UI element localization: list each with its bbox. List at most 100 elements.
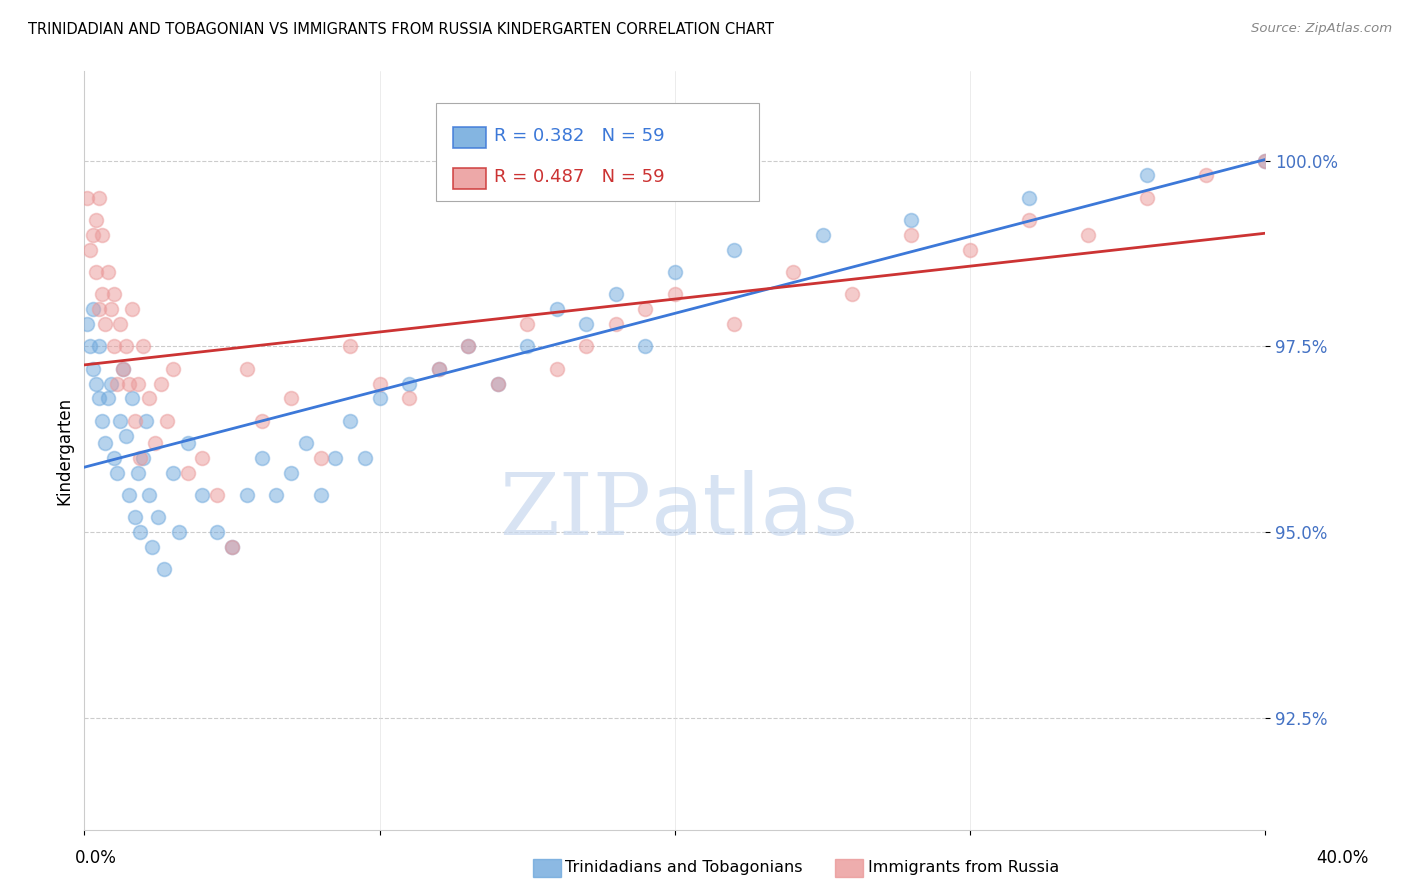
Point (398, 392, 420, 406)
Point (76, 191, 98, 205)
Point (105, 376, 128, 391)
Point (339, 414, 361, 428)
Point (114, 428, 136, 442)
Point (250, 450, 273, 465)
Point (959, 243, 981, 257)
Point (398, 376, 420, 391)
Point (1195, 169, 1218, 183)
Text: Immigrants from Russia: Immigrants from Russia (868, 861, 1059, 875)
Point (118, 488, 141, 502)
Point (100, 302, 122, 317)
Point (575, 339, 598, 353)
Point (309, 488, 332, 502)
Point (354, 450, 377, 465)
Point (280, 466, 302, 480)
Point (94, 436, 117, 450)
Point (664, 287, 686, 301)
Point (84, 265, 107, 279)
Point (1136, 191, 1159, 205)
Point (236, 488, 259, 502)
Point (103, 339, 125, 353)
Point (87, 191, 111, 205)
Point (114, 339, 136, 353)
Point (79, 243, 101, 257)
Point (900, 227, 922, 242)
Point (427, 361, 450, 376)
Point (156, 414, 179, 428)
Point (368, 392, 391, 406)
Point (148, 510, 170, 524)
Point (105, 466, 128, 480)
Point (97, 265, 120, 279)
Point (111, 361, 134, 376)
Point (841, 287, 863, 301)
Point (129, 525, 152, 540)
Point (127, 376, 149, 391)
Point (103, 287, 125, 301)
Point (177, 466, 200, 480)
Point (124, 510, 146, 524)
Point (486, 376, 509, 391)
Point (82, 361, 104, 376)
Point (457, 339, 479, 353)
Y-axis label: Kindergarten: Kindergarten (55, 396, 73, 505)
Point (221, 540, 243, 554)
Point (427, 361, 450, 376)
Point (103, 450, 125, 465)
Point (207, 488, 229, 502)
Point (153, 562, 176, 576)
Point (575, 317, 598, 331)
Point (236, 361, 259, 376)
Point (634, 339, 657, 353)
Point (900, 213, 922, 227)
Text: R = 0.487   N = 59: R = 0.487 N = 59 (494, 168, 664, 186)
Point (486, 376, 509, 391)
Point (177, 436, 200, 450)
Point (516, 317, 538, 331)
Point (111, 361, 134, 376)
Text: Trinidadians and Tobagonians: Trinidadians and Tobagonians (565, 861, 803, 875)
Point (723, 317, 745, 331)
Point (782, 265, 804, 279)
Point (605, 317, 627, 331)
Point (84, 213, 107, 227)
Point (84, 376, 107, 391)
Point (94, 317, 117, 331)
Point (250, 414, 273, 428)
Point (138, 488, 160, 502)
Point (191, 488, 214, 502)
Point (368, 376, 391, 391)
Point (121, 392, 143, 406)
Text: TRINIDADIAN AND TOBAGONIAN VS IMMIGRANTS FROM RUSSIA KINDERGARTEN CORRELATION CH: TRINIDADIAN AND TOBAGONIAN VS IMMIGRANTS… (28, 22, 775, 37)
Text: 0.0%: 0.0% (75, 849, 117, 867)
Point (664, 265, 686, 279)
Point (309, 450, 332, 465)
Point (339, 339, 361, 353)
Point (457, 339, 479, 353)
Point (132, 450, 155, 465)
Text: ZIP: ZIP (499, 469, 651, 553)
Point (82, 302, 104, 317)
Point (1254, 153, 1277, 168)
Point (1077, 227, 1099, 242)
Point (546, 302, 568, 317)
Text: 40.0%: 40.0% (1316, 849, 1369, 867)
Point (91, 414, 114, 428)
Point (295, 436, 318, 450)
Point (1136, 169, 1159, 183)
Point (127, 466, 149, 480)
Point (162, 466, 184, 480)
Text: Source: ZipAtlas.com: Source: ZipAtlas.com (1251, 22, 1392, 36)
Point (87, 392, 111, 406)
Text: R = 0.382   N = 59: R = 0.382 N = 59 (494, 127, 664, 145)
Point (207, 525, 229, 540)
Point (143, 436, 166, 450)
Point (138, 392, 160, 406)
Point (124, 414, 146, 428)
Point (129, 450, 152, 465)
Point (132, 339, 155, 353)
Point (82, 227, 104, 242)
Point (1018, 191, 1040, 205)
Point (162, 361, 184, 376)
Point (91, 287, 114, 301)
